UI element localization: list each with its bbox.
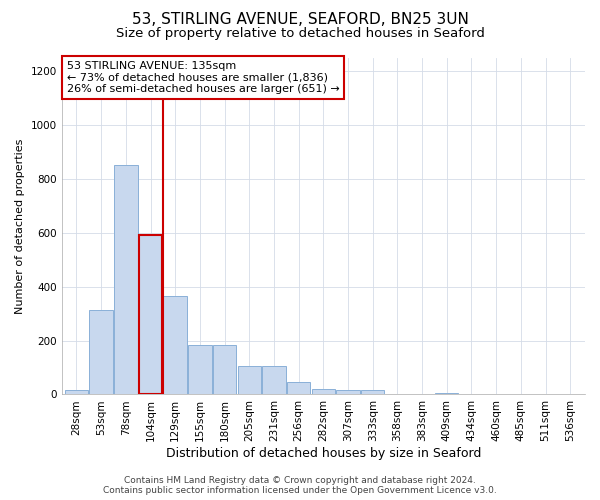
Bar: [89, 310, 113, 394]
Bar: [262, 366, 286, 394]
Bar: [435, 393, 458, 394]
Bar: [213, 344, 236, 395]
Bar: [114, 166, 137, 394]
Bar: [361, 390, 385, 394]
X-axis label: Distribution of detached houses by size in Seaford: Distribution of detached houses by size …: [166, 447, 481, 460]
Bar: [65, 390, 88, 394]
Bar: [139, 236, 162, 394]
Text: Size of property relative to detached houses in Seaford: Size of property relative to detached ho…: [116, 28, 484, 40]
Bar: [163, 296, 187, 394]
Bar: [311, 389, 335, 394]
Y-axis label: Number of detached properties: Number of detached properties: [15, 138, 25, 314]
Bar: [287, 382, 310, 394]
Bar: [238, 366, 261, 394]
Text: 53 STIRLING AVENUE: 135sqm
← 73% of detached houses are smaller (1,836)
26% of s: 53 STIRLING AVENUE: 135sqm ← 73% of deta…: [67, 61, 340, 94]
Bar: [336, 390, 360, 394]
Bar: [188, 344, 212, 395]
Text: Contains HM Land Registry data © Crown copyright and database right 2024.
Contai: Contains HM Land Registry data © Crown c…: [103, 476, 497, 495]
Text: 53, STIRLING AVENUE, SEAFORD, BN25 3UN: 53, STIRLING AVENUE, SEAFORD, BN25 3UN: [131, 12, 469, 28]
